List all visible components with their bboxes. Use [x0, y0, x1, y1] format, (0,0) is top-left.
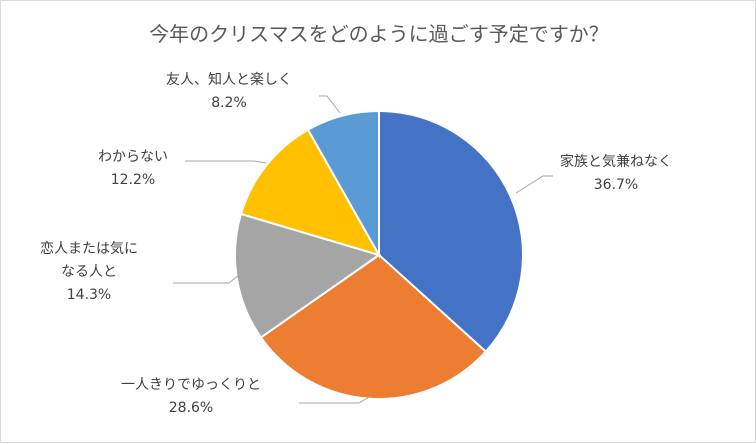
slice-value-label: 36.7% — [594, 177, 638, 193]
pie-slice — [239, 128, 382, 257]
pie-slice — [259, 253, 488, 400]
pie-slice — [306, 109, 380, 259]
slice-category-label: 恋人または気に — [40, 240, 138, 257]
slice-category-label: わからない — [98, 149, 168, 165]
leader-line — [515, 175, 553, 194]
pie-slice — [378, 109, 524, 353]
leader-line — [173, 270, 245, 284]
slice-category-label: なる人と — [61, 264, 117, 280]
chart-title: 今年のクリスマスをどのように過ごす予定ですか？ — [149, 22, 609, 46]
slice-value-label: 8.2% — [211, 95, 247, 111]
leader-line — [319, 95, 341, 114]
slice-value-label: 14.3% — [67, 287, 111, 303]
slice-category-label: 家族と気兼ねなく — [560, 153, 672, 170]
leader-line — [299, 395, 372, 404]
leader-line — [185, 160, 267, 164]
slice-value-label: 12.2% — [111, 172, 155, 188]
slice-category-label: 友人、知人と楽しく — [166, 71, 292, 88]
slice-category-label: 一人きりでゆっくりと — [121, 377, 261, 393]
slice-value-label: 28.6% — [169, 400, 213, 416]
